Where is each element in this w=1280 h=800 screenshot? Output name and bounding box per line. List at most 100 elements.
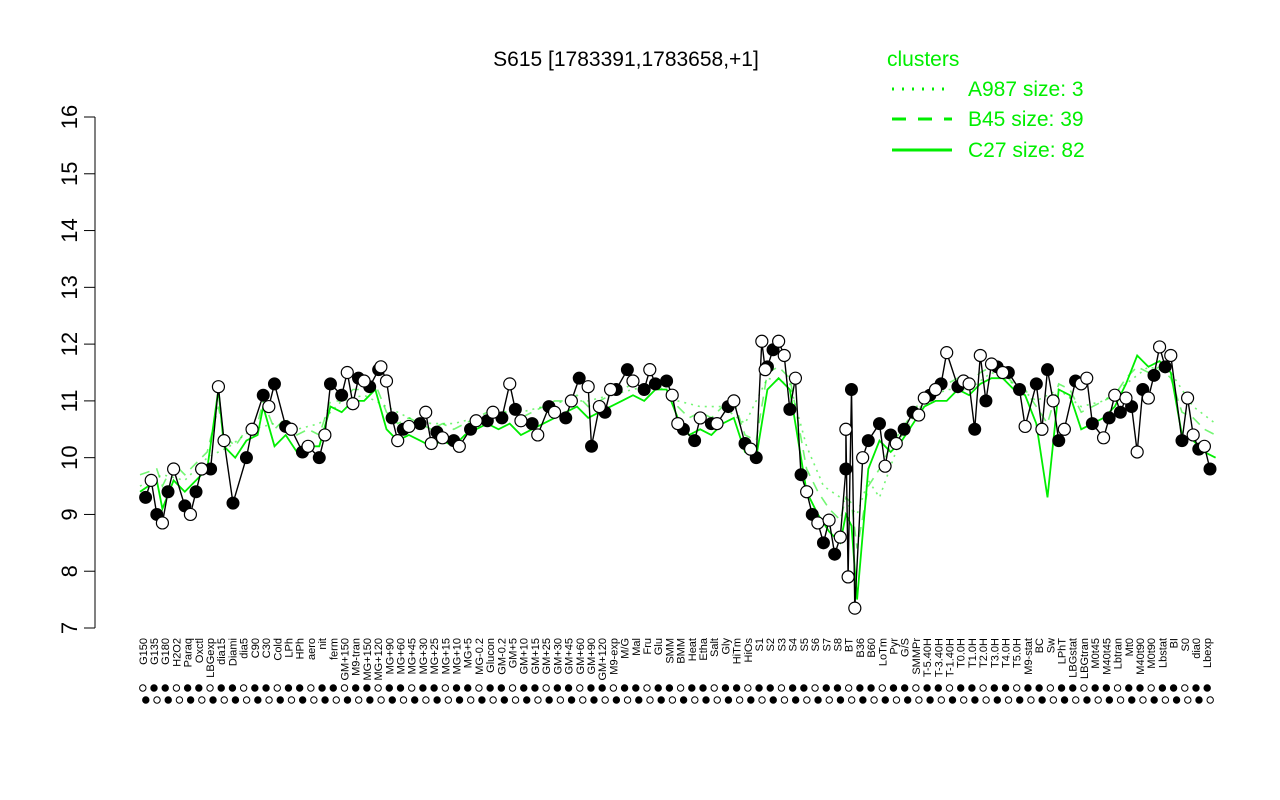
x-tick-label: BT (844, 638, 856, 652)
point-filled (139, 490, 153, 504)
x-tick-label: G135 (149, 638, 161, 665)
x-tick-label: S0 (1180, 638, 1192, 651)
point-open (514, 414, 528, 428)
rug-marker (251, 684, 259, 692)
rug-marker (1172, 696, 1181, 704)
rug-marker (444, 696, 453, 704)
point-filled (559, 411, 573, 425)
rug-marker (1184, 696, 1192, 704)
rug-marker (1139, 696, 1147, 704)
rug-marker (579, 696, 587, 704)
rug-marker (150, 684, 158, 692)
rug-marker (612, 696, 621, 704)
rug-marker (945, 684, 954, 692)
point-filled (637, 383, 651, 397)
point-filled (620, 363, 634, 377)
x-tick-label: Mt0 (1124, 638, 1136, 656)
rug-marker (1072, 696, 1080, 704)
legend-title: clusters (887, 48, 959, 71)
point-open (917, 391, 931, 405)
rug-marker (934, 684, 942, 692)
rug-marker (948, 696, 957, 704)
x-tick-label: ferm (328, 638, 340, 660)
rug-marker (1105, 696, 1114, 704)
rug-marker (363, 684, 371, 692)
point-open (984, 357, 999, 371)
rug-marker (657, 696, 665, 704)
x-tick-label: T0.0H (956, 638, 968, 668)
rug-marker (982, 696, 990, 704)
rug-marker (553, 684, 562, 692)
rug-marker (859, 696, 867, 704)
point-filled (572, 371, 586, 385)
x-tick-label: B60 (866, 638, 878, 658)
point-open (693, 411, 707, 425)
rug-marker (228, 684, 237, 692)
rug-marker (968, 684, 976, 692)
rug-marker (1158, 684, 1167, 692)
x-tick-label: MG+15 (440, 638, 452, 674)
rug-marker (545, 696, 553, 704)
rug-marker (500, 696, 509, 704)
x-tick-label: GM+60 (575, 638, 587, 674)
x-tick-label: HiTm (732, 638, 744, 664)
rug-marker (800, 684, 808, 692)
x-tick-label: H2O2 (171, 638, 183, 667)
x-tick-label: M0t90 (1146, 638, 1158, 669)
series-lines (139, 339, 1217, 609)
rug-marker (993, 696, 1002, 704)
x-tick-label: nit (317, 638, 329, 650)
rug-marker (511, 696, 520, 704)
point-filled (161, 485, 175, 499)
point-filled (312, 451, 326, 465)
point-open (1046, 394, 1060, 408)
point-open (301, 439, 315, 453)
rug-marker (486, 684, 494, 692)
y-tick-label: 12 (57, 332, 82, 356)
x-tick-label: GM+120 (597, 638, 609, 681)
point-open (973, 348, 987, 363)
point-open (665, 388, 679, 402)
x-tick-label: G/S (900, 638, 912, 657)
rug-marker (732, 684, 741, 692)
rug-marker (340, 684, 349, 692)
x-tick-label: GM+15 (530, 638, 542, 674)
rug-marker (676, 684, 685, 692)
rug-marker (1136, 684, 1144, 692)
rug-marker (912, 684, 920, 692)
x-tick-label: B36 (855, 638, 867, 658)
point-open (1141, 391, 1155, 405)
rug-marker (433, 696, 441, 704)
point-open (155, 516, 170, 530)
point-open (940, 346, 954, 360)
rug-marker (620, 684, 629, 692)
rug-marker (881, 696, 889, 704)
x-tick-label: Diami (227, 638, 239, 666)
rug-marker (567, 696, 576, 704)
point-open (211, 380, 226, 394)
point-open (564, 394, 578, 408)
point-filled (794, 468, 808, 482)
x-tick-label: Etha (698, 637, 710, 661)
point-open (1164, 348, 1178, 363)
x-tick-label: HPh (295, 638, 307, 659)
rug-marker (735, 696, 744, 704)
rug-marker (833, 684, 842, 692)
rug-marker (847, 696, 856, 704)
x-tick-label: dia0 (1191, 638, 1203, 659)
point-open (1152, 340, 1167, 354)
point-open (167, 462, 181, 476)
rug-marker (464, 684, 472, 692)
rug-marker (665, 684, 674, 692)
point-open (671, 417, 685, 431)
rug-marker (1083, 696, 1091, 704)
rug-marker (388, 696, 396, 704)
rug-marker (534, 696, 542, 704)
rug-marker (900, 684, 909, 692)
rug-marker (632, 684, 640, 692)
rug-marker (635, 696, 643, 704)
point-open (1197, 439, 1211, 453)
rug-marker (564, 684, 573, 692)
rug-marker (408, 684, 416, 692)
